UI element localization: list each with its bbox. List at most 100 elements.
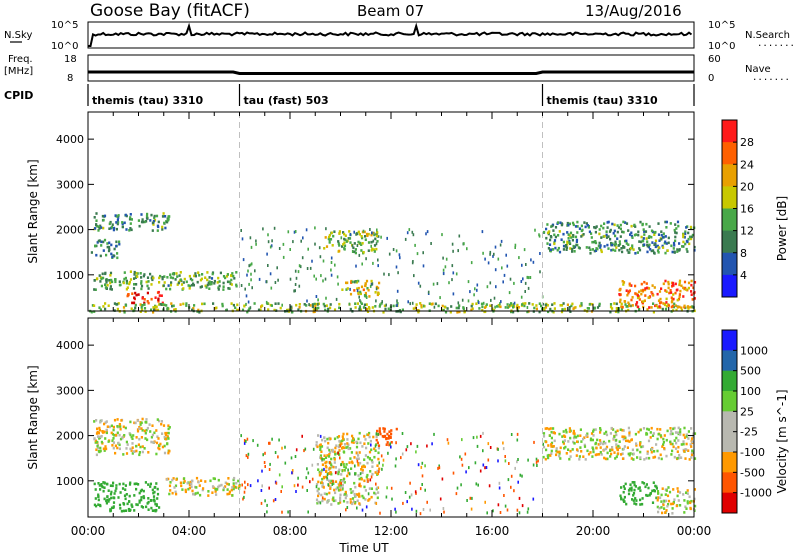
data-cell xyxy=(350,440,354,444)
data-cell xyxy=(375,299,377,303)
data-cell xyxy=(257,479,259,483)
data-cell xyxy=(494,245,497,249)
data-cell xyxy=(560,310,564,314)
data-cell xyxy=(662,443,665,446)
data-cell xyxy=(317,468,320,471)
data-cell xyxy=(660,233,663,237)
data-cell xyxy=(145,418,148,421)
data-cell xyxy=(611,307,614,310)
data-cell xyxy=(550,248,553,251)
data-cell xyxy=(119,507,122,510)
data-cell xyxy=(674,223,677,226)
data-cell xyxy=(649,248,652,251)
data-cell xyxy=(658,290,662,293)
data-cell xyxy=(363,458,366,461)
data-cell xyxy=(124,484,127,487)
data-cell xyxy=(443,510,445,514)
data-cell xyxy=(116,425,119,428)
data-cell xyxy=(634,252,637,255)
data-cell xyxy=(160,422,163,426)
data-cell xyxy=(553,239,557,242)
data-cell xyxy=(345,463,348,466)
data-cell xyxy=(652,249,655,252)
data-cell xyxy=(121,436,124,439)
data-cell xyxy=(689,507,692,511)
data-cell xyxy=(303,303,306,306)
data-cell xyxy=(637,230,640,234)
data-cell xyxy=(138,499,141,503)
data-cell xyxy=(153,431,156,435)
data-cell xyxy=(402,501,404,505)
data-cell xyxy=(168,492,171,496)
data-cell xyxy=(365,505,368,509)
data-cell xyxy=(622,490,625,494)
data-cell xyxy=(297,483,299,487)
data-cell xyxy=(679,433,682,436)
data-cell xyxy=(380,235,382,239)
data-cell xyxy=(146,426,149,430)
data-cell xyxy=(620,453,623,456)
data-cell xyxy=(339,485,343,488)
data-cell xyxy=(390,441,393,444)
data-cell xyxy=(572,234,575,237)
data-cell xyxy=(629,304,632,308)
data-cell xyxy=(330,256,333,260)
data-cell xyxy=(451,242,454,246)
data-cell xyxy=(475,302,478,305)
data-cell xyxy=(650,291,653,294)
data-cell xyxy=(198,311,201,314)
data-cell xyxy=(526,310,529,314)
data-cell xyxy=(683,511,686,514)
data-cell xyxy=(673,302,676,306)
data-cell xyxy=(114,278,117,281)
data-cell xyxy=(230,274,233,277)
data-cell xyxy=(97,446,100,450)
data-cell xyxy=(137,293,140,296)
data-cell xyxy=(583,221,586,224)
data-cell xyxy=(105,428,108,432)
data-cell xyxy=(331,450,334,453)
data-cell xyxy=(592,428,595,432)
data-cell xyxy=(667,304,670,307)
data-cell xyxy=(268,468,271,471)
data-cell xyxy=(653,450,656,453)
data-cell xyxy=(261,304,264,307)
nsearch-bottom-tick: 10^0 xyxy=(708,41,735,52)
data-cell xyxy=(328,448,331,452)
data-cell xyxy=(245,294,248,298)
data-cell xyxy=(669,432,672,436)
data-cell xyxy=(351,490,355,493)
data-cell xyxy=(627,243,630,246)
data-cell xyxy=(324,277,327,281)
colorbar-frame xyxy=(721,329,738,514)
data-cell xyxy=(665,454,668,458)
data-cell xyxy=(597,443,600,446)
data-cell xyxy=(343,465,346,469)
data-cell xyxy=(592,430,595,433)
data-cell xyxy=(102,447,105,451)
data-cell xyxy=(107,500,110,503)
data-cell xyxy=(315,295,318,298)
data-cell xyxy=(675,288,678,292)
data-cell xyxy=(317,480,320,484)
data-cell xyxy=(657,246,660,249)
time-axis-title: Time UT xyxy=(338,541,389,554)
data-cell xyxy=(120,509,123,513)
data-cell xyxy=(274,451,277,454)
data-cell xyxy=(620,247,623,250)
data-cell xyxy=(370,249,373,252)
data-cell xyxy=(382,463,384,467)
data-cell xyxy=(94,244,97,248)
data-cell xyxy=(683,426,686,430)
data-cell xyxy=(100,419,103,422)
data-cell xyxy=(116,222,119,226)
data-cell xyxy=(583,443,586,447)
data-cell xyxy=(333,437,337,441)
data-cell xyxy=(678,283,681,287)
data-cell xyxy=(510,474,513,478)
data-cell xyxy=(329,487,332,490)
data-cell xyxy=(652,456,655,459)
data-cell xyxy=(617,310,620,314)
data-cell xyxy=(371,282,374,286)
data-cell xyxy=(462,307,465,310)
